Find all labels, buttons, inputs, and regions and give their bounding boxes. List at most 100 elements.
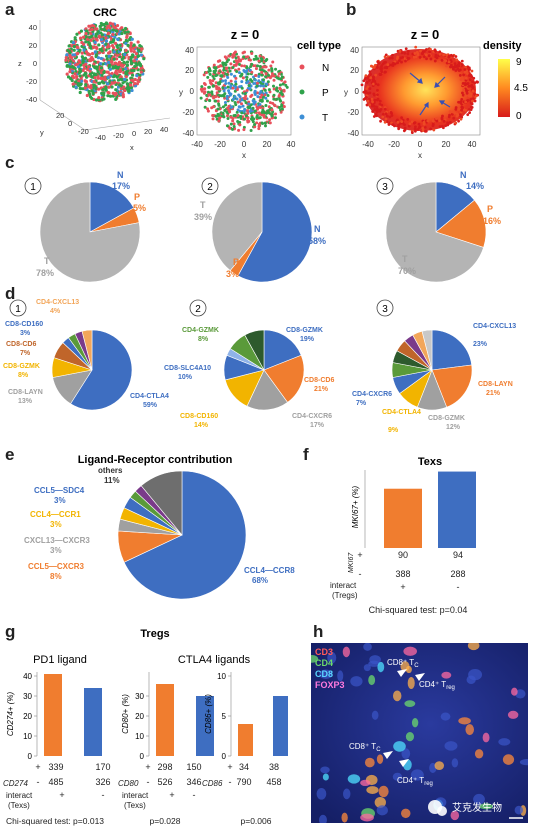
- slice-pct-n: 58%: [308, 236, 326, 246]
- scatter-point: [268, 76, 272, 80]
- scatter-point: [129, 83, 133, 87]
- scatter-point: [252, 75, 256, 79]
- density-point: [389, 110, 393, 114]
- scatter-point: [97, 96, 101, 100]
- density-point: [465, 91, 469, 95]
- slice-pct: 9%: [388, 427, 399, 434]
- scatter-point: [237, 67, 241, 71]
- density-point: [444, 124, 447, 128]
- slice-pct: 7%: [20, 350, 31, 357]
- scatter-point: [207, 85, 211, 89]
- scatter-point: [220, 74, 224, 78]
- density-point: [388, 115, 392, 119]
- scatter-point: [250, 70, 254, 74]
- scatter-point: [76, 51, 80, 56]
- scatter-point: [243, 108, 247, 112]
- scatter-point: [242, 128, 246, 132]
- scatter-point: [252, 102, 256, 106]
- density-point: [410, 120, 414, 124]
- scatter-point: [203, 90, 207, 94]
- density-point: [438, 52, 442, 56]
- density-point: [460, 97, 464, 101]
- density-point: [417, 122, 421, 126]
- table-cell: 346: [186, 777, 201, 787]
- density-point: [425, 57, 428, 61]
- scatter-point: [91, 58, 95, 62]
- scatter-point: [104, 62, 108, 66]
- scatter-point: [277, 94, 281, 98]
- pie-slice: [263, 329, 302, 371]
- table-cell: +: [357, 550, 362, 560]
- scatter-point: [104, 42, 108, 46]
- density-point: [467, 85, 471, 88]
- scatter-point: [239, 58, 243, 62]
- density-point: [456, 67, 460, 71]
- slice-label: CD8-CD160: [180, 413, 218, 420]
- table-cell: 790: [236, 777, 251, 787]
- slice-pct-n: 17%: [112, 181, 130, 191]
- bar: [84, 688, 102, 756]
- scatter-point: [237, 128, 241, 132]
- scatter-point: [76, 45, 80, 50]
- scatter-point: [124, 41, 128, 46]
- table-cell: -: [359, 569, 362, 579]
- table-row-label: (Tregs): [332, 591, 358, 600]
- annotation-sub: C: [376, 747, 381, 753]
- slice-pct: 8%: [50, 572, 62, 581]
- scatter-point: [281, 82, 285, 86]
- scatter-point: [137, 48, 141, 52]
- pie-slice: [431, 364, 473, 408]
- y-ticks: 0 10 20 30: [135, 692, 149, 761]
- scatter-point: [245, 88, 249, 92]
- scatter-point: [235, 110, 239, 114]
- scatter-point: [256, 81, 260, 85]
- density-point: [452, 110, 455, 114]
- scatter-point: [235, 62, 239, 66]
- annotation-sub: reg: [424, 781, 433, 787]
- cell: [511, 687, 518, 696]
- cell: [337, 670, 344, 682]
- cell: [450, 810, 460, 821]
- legend-label-t: T: [322, 113, 328, 124]
- scatter-point: [258, 64, 262, 68]
- density-point: [445, 53, 449, 57]
- scatter-point: [96, 60, 100, 64]
- cell: [311, 655, 319, 663]
- scatter-point: [248, 109, 252, 113]
- pie-number-badge: [376, 177, 394, 195]
- scatter-point: [242, 50, 246, 54]
- scatter-point: [252, 81, 256, 85]
- scatter-point: [113, 93, 117, 97]
- scatter-point: [89, 86, 93, 90]
- scatter-point: [124, 67, 128, 71]
- density-point: [365, 81, 369, 84]
- density-point: [472, 76, 476, 80]
- chart-title: PD1 ligand: [33, 654, 87, 666]
- scatter-point: [224, 79, 228, 83]
- density-point: [376, 83, 380, 87]
- scatter-point: [102, 58, 106, 62]
- scatter-point: [238, 123, 242, 127]
- scatter-point: [264, 104, 268, 108]
- cell: [441, 671, 452, 679]
- scatter-point: [87, 65, 91, 69]
- density-point: [448, 120, 452, 124]
- cell: [392, 690, 402, 702]
- scatter-point: [267, 111, 271, 115]
- scatter-point: [208, 79, 212, 83]
- density-point: [452, 116, 456, 120]
- scatter-point: [270, 68, 274, 72]
- scatter-point: [107, 54, 111, 58]
- scatter-point: [139, 53, 143, 57]
- scatter-point: [123, 26, 128, 31]
- scatter-point: [86, 68, 90, 72]
- scatter-point: [224, 86, 228, 90]
- scatter-point: [110, 43, 115, 48]
- scatter-point: [130, 37, 134, 41]
- scatter-point: [78, 48, 82, 52]
- scatter-point: [105, 57, 109, 61]
- pie-slices: [51, 329, 133, 411]
- density-point: [393, 124, 396, 128]
- scatter-point: [118, 29, 123, 33]
- scatter-point: [68, 70, 72, 74]
